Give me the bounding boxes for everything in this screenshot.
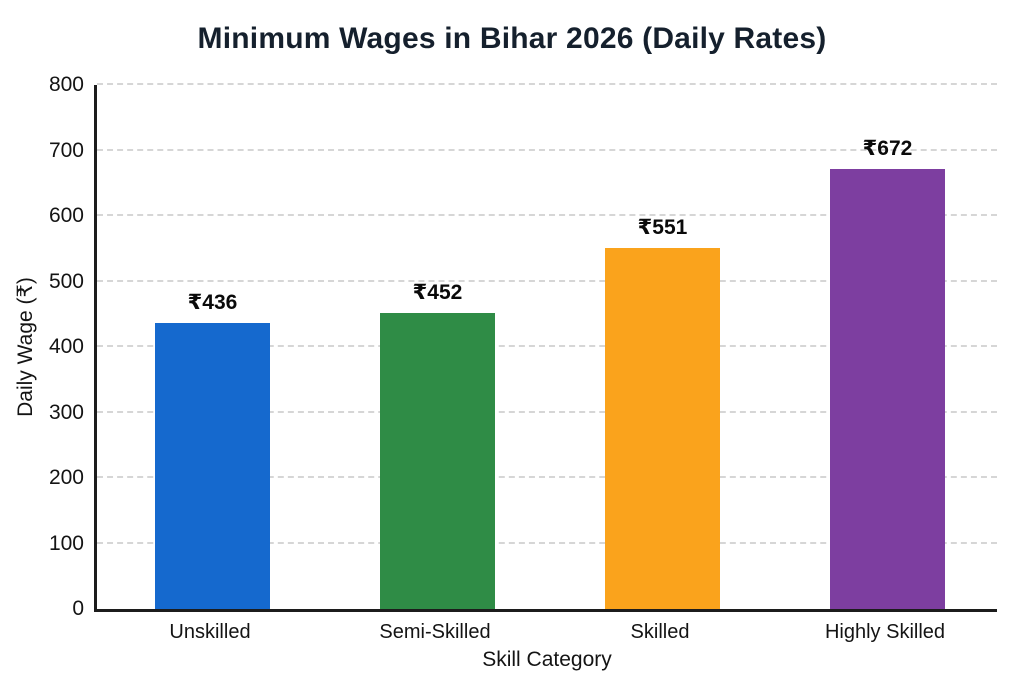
chart-title: Minimum Wages in Bihar 2026 (Daily Rates… (197, 22, 827, 55)
y-tick-label-500: 500 (48, 269, 84, 293)
x-tick-label-highly-skilled: Highly Skilled (824, 621, 946, 643)
y-tick-label-700: 700 (48, 138, 84, 162)
y-tick-label-800: 800 (48, 73, 84, 96)
gridline-300 (97, 410, 997, 413)
x-tick-label-semi-skilled: Semi-Skilled (379, 621, 491, 643)
x-tick-label-unskilled: Unskilled (169, 621, 251, 643)
gridline-100 (97, 541, 997, 544)
bar-skilled (605, 248, 720, 609)
bar-value-skilled: ₹551 (637, 216, 688, 240)
plot-area: ₹436 ₹452 ₹551 ₹672 (94, 83, 997, 612)
y-tick-label-300: 300 (48, 400, 84, 424)
bar-unskilled (155, 323, 270, 609)
y-tick-label-600: 600 (48, 204, 84, 227)
y-tick-label-200: 200 (48, 466, 84, 489)
bar-value-semi-skilled: ₹452 (412, 280, 463, 304)
gridline-200 (97, 476, 997, 478)
x-axis-label: Skill Category (482, 648, 612, 671)
gridline-400 (97, 345, 997, 347)
gridline-700 (97, 148, 997, 151)
gridline-800 (97, 83, 997, 85)
y-tick-label-400: 400 (48, 335, 84, 358)
bar-semi-skilled (380, 312, 495, 609)
bar-value-highly-skilled: ₹672 (862, 136, 913, 160)
y-tick-label-0: 0 (72, 597, 84, 620)
bar-value-unskilled: ₹436 (187, 291, 238, 315)
gridline-500 (97, 279, 997, 282)
y-tick-label-100: 100 (48, 531, 84, 555)
gridline-600 (97, 214, 997, 216)
bar-highly-skilled (830, 168, 945, 609)
x-tick-label-skilled: Skilled (630, 621, 690, 643)
